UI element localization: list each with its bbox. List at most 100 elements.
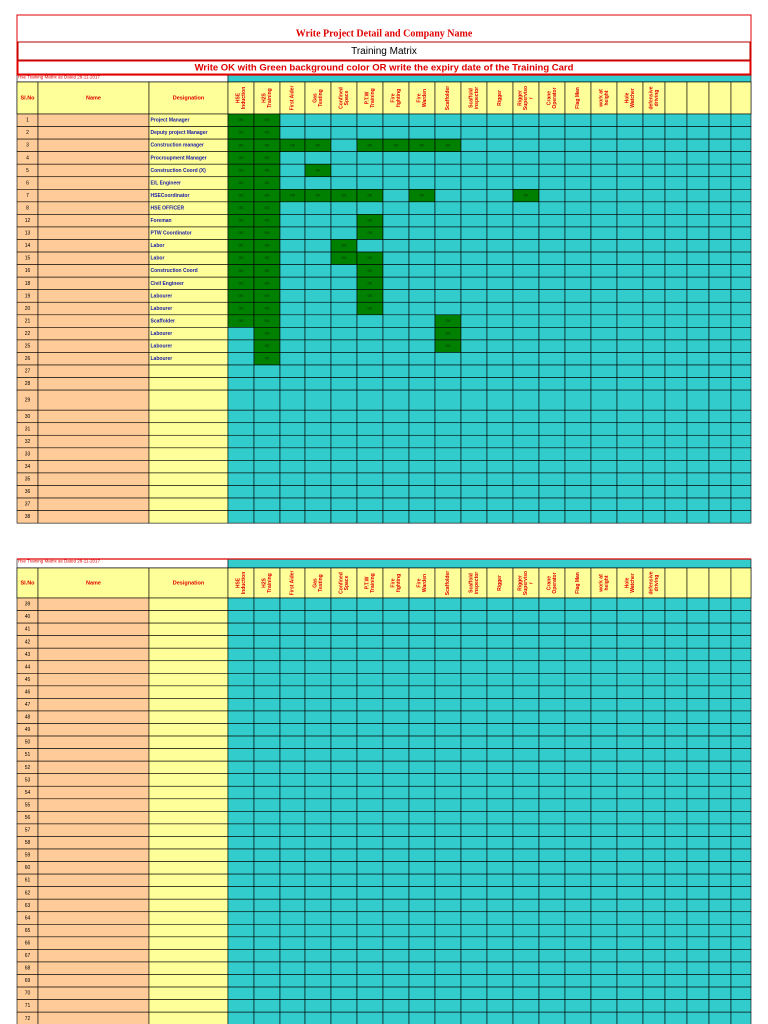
training-cell xyxy=(512,409,540,424)
header-cell xyxy=(664,567,688,599)
training-cell xyxy=(512,264,540,278)
training-cell xyxy=(512,886,540,900)
training-cell xyxy=(538,647,566,662)
name-cell xyxy=(37,497,150,511)
training-cell xyxy=(564,861,592,875)
training-cell xyxy=(356,660,384,674)
training-cell xyxy=(253,622,281,636)
training-cell xyxy=(382,898,410,913)
training-cell xyxy=(512,226,540,240)
skill-header-line: Superviso xyxy=(523,86,529,110)
training-cell xyxy=(408,176,436,190)
training-cell xyxy=(730,176,752,190)
training-cell xyxy=(330,811,358,825)
training-cell xyxy=(486,485,514,499)
name-cell xyxy=(37,314,150,328)
training-cell xyxy=(356,936,384,950)
training-cell xyxy=(382,660,410,674)
training-cell xyxy=(538,811,566,825)
skill-header: CraneOperator xyxy=(547,572,559,593)
training-cell xyxy=(590,226,618,240)
training-cell xyxy=(538,176,566,190)
training-cell xyxy=(686,485,710,499)
skill-header: ConfinedSpace xyxy=(339,572,351,594)
training-cell xyxy=(227,597,255,611)
training-cell xyxy=(708,327,732,341)
training-cell xyxy=(279,961,306,975)
training-cell xyxy=(408,327,436,341)
training-cell xyxy=(664,610,688,624)
designation-cell xyxy=(148,422,229,436)
training-cell xyxy=(434,698,462,712)
training-cell xyxy=(382,672,410,687)
header-cell xyxy=(538,567,566,599)
sl-no: 69 xyxy=(25,978,31,984)
skill-header-line: work at xyxy=(599,89,605,108)
name-cell xyxy=(37,647,150,662)
sl-no: 56 xyxy=(25,815,31,821)
sl-no: 68 xyxy=(25,966,31,972)
skill-header-line: height xyxy=(604,90,610,105)
skill-header-line: Hole xyxy=(625,92,631,103)
training-cell xyxy=(253,911,281,925)
training-cell xyxy=(564,898,592,913)
name-cell xyxy=(37,447,150,461)
training-cell xyxy=(616,785,644,800)
training-cell xyxy=(708,923,732,938)
training-cell xyxy=(590,276,618,290)
training-cell xyxy=(356,485,384,499)
name-cell xyxy=(37,923,150,938)
training-status: OK xyxy=(264,156,270,160)
training-cell xyxy=(730,189,752,203)
designation: HSE OFFICER xyxy=(151,205,185,211)
designation-cell xyxy=(148,472,229,486)
training-cell xyxy=(708,685,732,699)
training-cell xyxy=(538,610,566,624)
training-cell xyxy=(512,848,540,862)
training-cell xyxy=(730,798,752,812)
training-cell xyxy=(590,434,618,449)
training-cell xyxy=(253,1011,281,1024)
training-cell xyxy=(512,327,540,341)
training-cell xyxy=(590,409,618,424)
skill-header-line: Rigger xyxy=(518,90,524,106)
training-cell xyxy=(664,497,688,511)
training-cell xyxy=(730,823,752,837)
sl-no: 38 xyxy=(25,514,31,520)
training-cell xyxy=(664,635,688,649)
training-cell xyxy=(304,497,332,511)
training-cell xyxy=(708,189,732,203)
training-cell xyxy=(564,314,592,328)
training-cell xyxy=(279,798,306,812)
training-cell xyxy=(708,848,732,862)
sl-no: 30 xyxy=(25,414,31,420)
title: Write Project Detail and Company Name xyxy=(296,28,473,39)
training-cell xyxy=(279,389,306,411)
training-cell xyxy=(408,710,436,724)
training-status: OK xyxy=(264,256,270,260)
training-cell xyxy=(304,811,332,825)
training-cell xyxy=(686,685,710,699)
training-cell xyxy=(279,672,306,687)
training-status: OK xyxy=(238,181,244,185)
training-cell xyxy=(664,923,688,938)
designation-cell xyxy=(148,610,229,624)
training-cell xyxy=(434,798,462,812)
training-cell xyxy=(642,377,666,391)
training-cell xyxy=(686,723,710,737)
training-cell xyxy=(686,861,710,875)
column-header: Name xyxy=(86,95,101,101)
sl-no: 67 xyxy=(25,953,31,959)
training-cell xyxy=(486,836,514,850)
training-cell xyxy=(664,276,688,290)
training-cell xyxy=(460,352,488,366)
training-cell xyxy=(330,327,358,341)
training-cell xyxy=(730,1011,752,1024)
training-cell xyxy=(664,301,688,316)
training-cell xyxy=(486,276,514,290)
sl-no: 61 xyxy=(25,878,31,884)
training-cell xyxy=(356,610,384,624)
training-cell xyxy=(538,460,566,474)
designation: Foreman xyxy=(151,218,172,224)
training-cell xyxy=(486,409,514,424)
